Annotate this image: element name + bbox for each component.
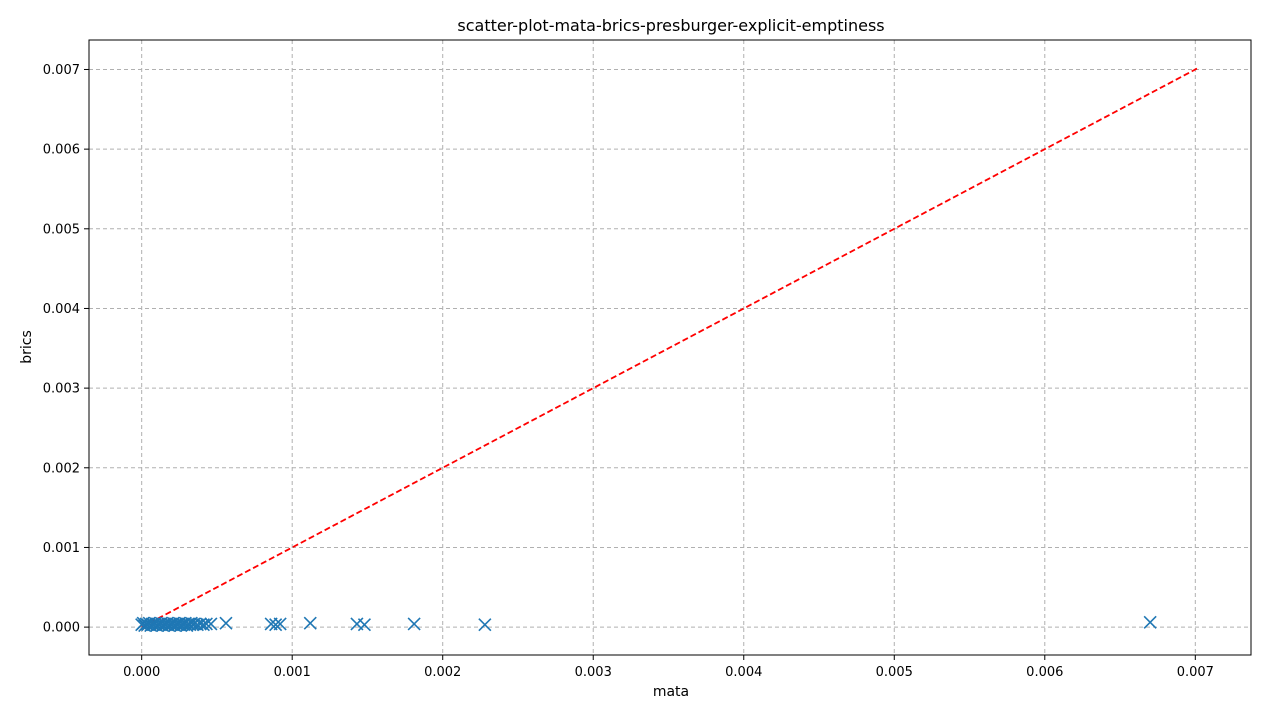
data-point — [303, 616, 317, 630]
data-point-stroke — [1143, 615, 1157, 629]
x-axis-label: mata — [653, 684, 689, 700]
x-tick-label: 0.007 — [1177, 665, 1214, 680]
data-point — [273, 617, 287, 631]
x-tick-label: 0.005 — [876, 665, 913, 680]
data-point-stroke — [350, 617, 364, 631]
y-tick-label: 0.002 — [43, 461, 80, 476]
data-point — [204, 617, 218, 631]
data-point-stroke — [219, 616, 233, 630]
data-point-stroke — [199, 617, 213, 631]
plot-area: 0.000 0.001 0.002 0.003 0.004 0.005 0.006 0.007… — [43, 39, 1252, 680]
reference-line — [141, 67, 1199, 628]
x-tick-label: 0.002 — [424, 665, 461, 680]
x-tick-label: 0.001 — [274, 665, 311, 680]
data-point — [407, 617, 421, 631]
data-point — [478, 618, 492, 632]
data-point-stroke — [273, 617, 287, 631]
y-axis-label: brics — [19, 330, 35, 364]
chart-title: scatter-plot-mata-brics-presburger-expli… — [457, 16, 884, 35]
data-point-stroke — [190, 618, 204, 632]
x-tick-label: 0.004 — [725, 665, 762, 680]
data-point — [219, 616, 233, 630]
data-point — [199, 617, 213, 631]
data-point — [193, 617, 207, 631]
y-tick-label: 0.005 — [43, 222, 80, 237]
y-tick-label: 0.006 — [43, 143, 80, 158]
data-point-stroke — [357, 618, 372, 632]
data-point — [1143, 615, 1157, 629]
axes-frame — [88, 39, 1252, 656]
y-tick-label: 0.004 — [43, 302, 80, 317]
data-point-stroke — [193, 617, 207, 631]
data-point-stroke — [204, 617, 218, 631]
data-point-stroke — [407, 617, 421, 631]
data-point-stroke — [269, 618, 283, 632]
data-point-stroke — [478, 618, 492, 632]
x-tick-label: 0.006 — [1026, 665, 1063, 680]
data-point — [357, 618, 372, 632]
data-point-stroke — [303, 616, 317, 630]
x-tick-label: 0.003 — [575, 665, 612, 680]
y-tick-label: 0.003 — [43, 382, 80, 397]
y-tick-label: 0.001 — [43, 541, 80, 556]
y-tick-label: 0.000 — [43, 621, 80, 636]
x-tick-label: 0.000 — [123, 665, 160, 680]
y-tick-label: 0.007 — [43, 63, 80, 78]
data-point — [269, 618, 283, 632]
